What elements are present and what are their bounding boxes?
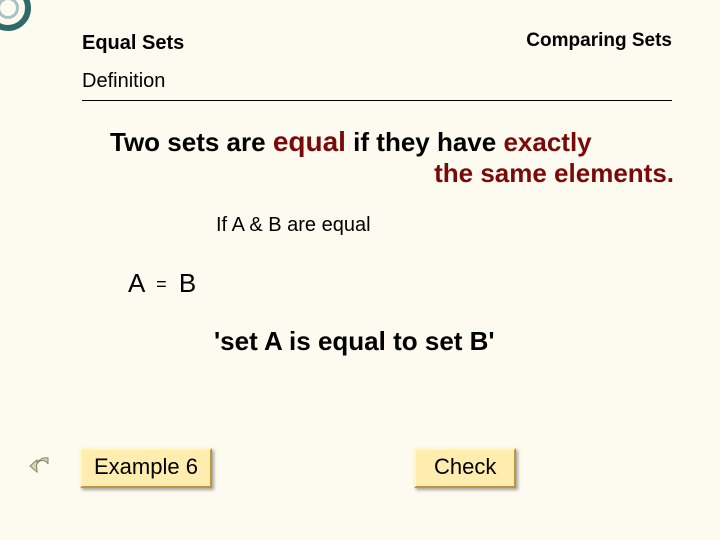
def-lead: Two sets are bbox=[110, 127, 273, 157]
if-condition: If A & B are equal bbox=[216, 214, 371, 237]
check-button[interactable]: Check bbox=[414, 448, 516, 488]
def-equal-word: equal bbox=[273, 126, 346, 157]
notation: A = B bbox=[128, 268, 197, 299]
slide: Equal Sets Comparing Sets Definition Two… bbox=[0, 0, 720, 540]
corner-ornament-inner bbox=[0, 0, 19, 19]
def-mid: if they have bbox=[346, 127, 504, 157]
header-right: Comparing Sets bbox=[526, 30, 672, 52]
header-left: Equal Sets bbox=[82, 32, 184, 55]
example-button[interactable]: Example 6 bbox=[80, 448, 212, 488]
notation-lhs: A bbox=[128, 268, 145, 298]
notation-equals: = bbox=[153, 274, 171, 294]
header-sub: Definition bbox=[82, 70, 165, 93]
back-arrow-icon[interactable] bbox=[28, 454, 56, 476]
def-emph: exactly bbox=[503, 127, 591, 157]
divider bbox=[82, 100, 672, 101]
notation-rhs: B bbox=[179, 268, 197, 298]
definition-line-1: Two sets are equal if they have exactly bbox=[110, 124, 674, 159]
definition-line-2: the same elements. bbox=[110, 158, 674, 189]
corner-ornament bbox=[0, 0, 31, 31]
read-as-text: 'set A is equal to set B' bbox=[214, 326, 495, 357]
